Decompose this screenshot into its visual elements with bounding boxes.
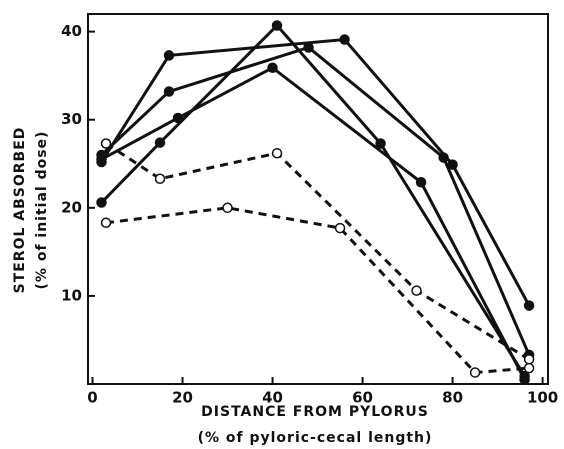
- y-tick-label: 20: [61, 198, 82, 216]
- data-point: [100, 138, 112, 149]
- x-axis-sublabel: (% of pyloric-cecal length): [198, 430, 433, 446]
- x-tick-label: 80: [442, 389, 463, 407]
- data-point: [96, 154, 107, 165]
- series-line: [105, 206, 530, 375]
- data-point: [519, 374, 530, 385]
- data-point: [411, 285, 422, 296]
- data-point: [523, 354, 535, 365]
- data-point: [96, 197, 107, 208]
- x-tick-label: 60: [352, 389, 373, 407]
- data-point: [523, 362, 535, 374]
- y-axis-sublabel: (% of initial dose): [34, 131, 50, 290]
- data-point: [271, 147, 283, 159]
- x-tick-label: 0: [87, 389, 97, 407]
- data-point: [339, 34, 350, 45]
- data-point: [469, 367, 481, 378]
- series-line: [100, 65, 526, 381]
- x-tick-label: 40: [262, 389, 283, 407]
- data-point: [523, 300, 535, 311]
- y-tick-label: 10: [61, 286, 82, 304]
- y-axis-label: STEROL ABSORBED: [12, 127, 28, 294]
- x-tick-label: 20: [172, 389, 193, 407]
- data-point: [172, 112, 184, 124]
- data-point: [267, 62, 278, 73]
- data-point: [154, 137, 166, 148]
- data-point: [415, 177, 427, 188]
- data-point: [163, 86, 175, 97]
- y-tick-label: 40: [61, 22, 82, 40]
- series-line: [105, 142, 530, 361]
- plot-frame: [87, 13, 549, 385]
- y-tick-label: 30: [61, 110, 82, 128]
- data-point: [222, 202, 233, 214]
- data-point: [438, 152, 449, 163]
- data-point: [303, 42, 314, 53]
- data-point: [375, 138, 386, 149]
- data-point: [271, 20, 283, 31]
- x-axis-label: DISTANCE FROM PYLORUS: [201, 404, 429, 420]
- data-point: [100, 217, 112, 229]
- data-point: [154, 173, 166, 184]
- x-tick-label: 100: [527, 389, 558, 407]
- data-point: [334, 222, 346, 234]
- data-point: [163, 50, 175, 61]
